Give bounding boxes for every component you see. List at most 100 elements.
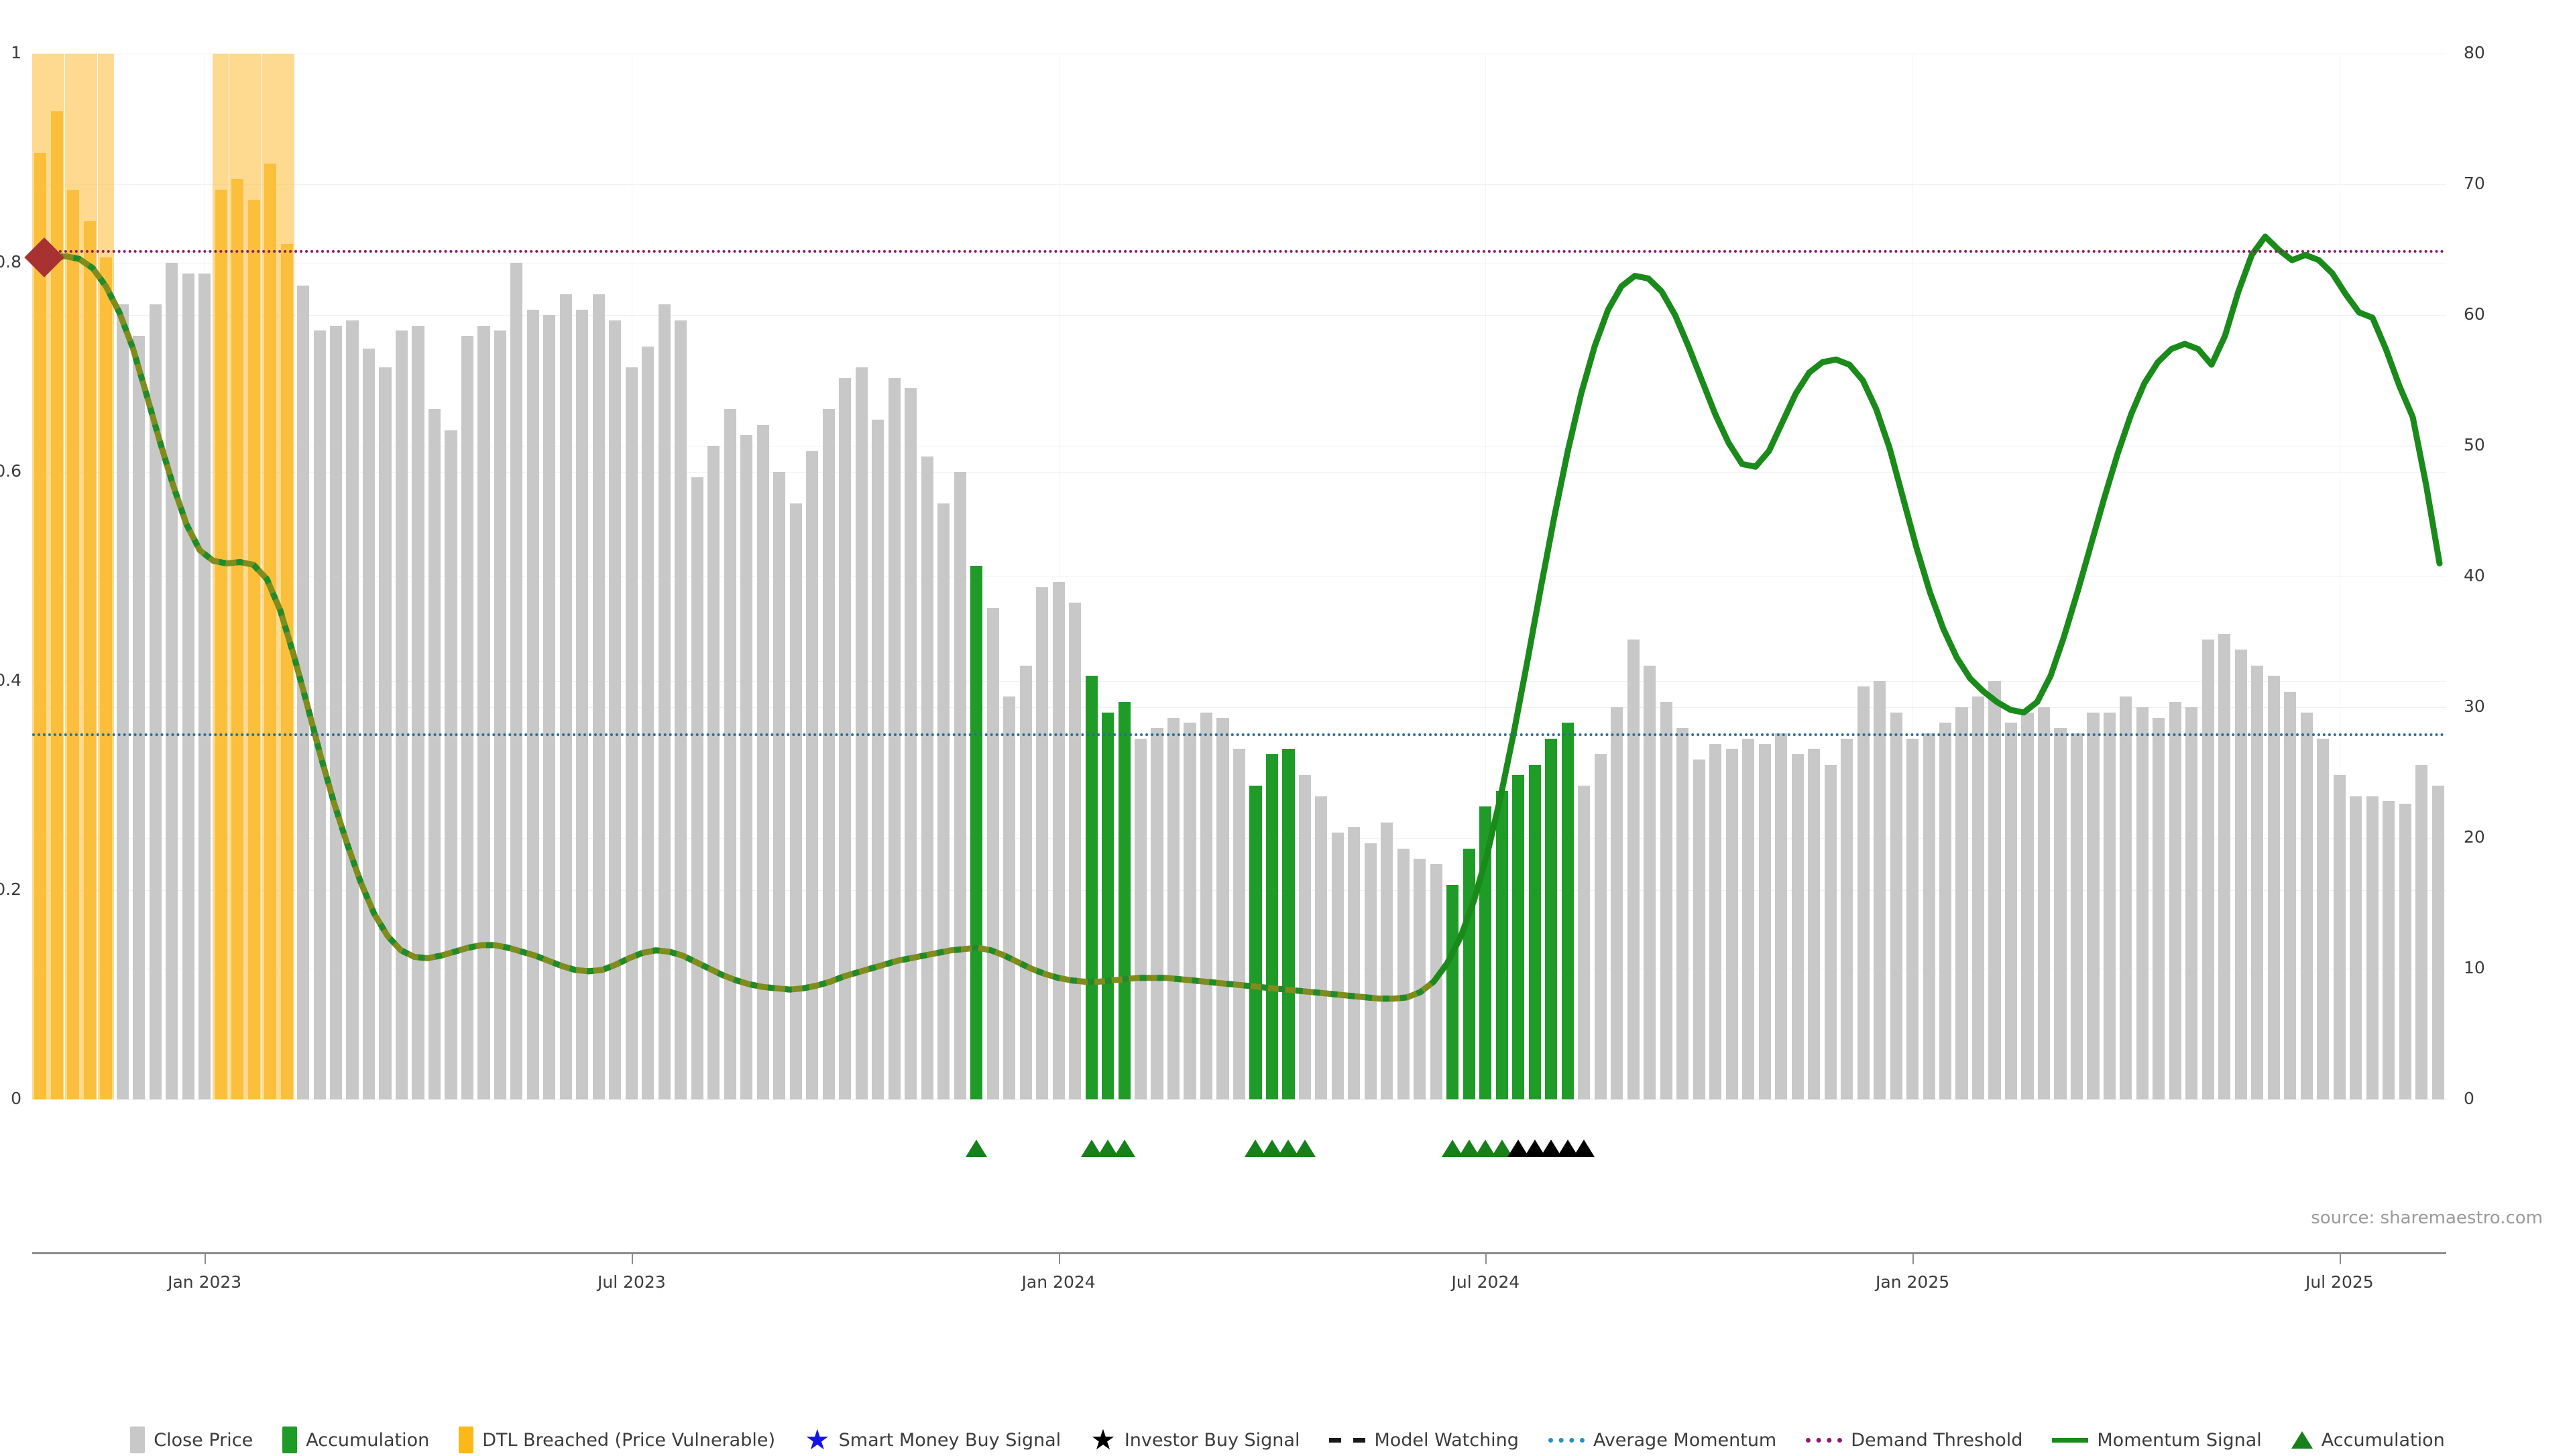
accumulation-marker [966, 1140, 988, 1157]
bar-close-price [1971, 696, 1985, 1099]
bar-close-price [2004, 723, 2018, 1099]
x-axis-tick-label: Jul 2023 [597, 1272, 666, 1292]
legend-label: Accumulation [2321, 1429, 2445, 1451]
bar-close-price [1019, 665, 1032, 1099]
right-axis-tick-label: 10 [2464, 958, 2485, 977]
bar-close-price-dtl [67, 189, 80, 1099]
bar-close-price [198, 273, 211, 1099]
bar-close-price [1216, 717, 1229, 1099]
legend-demand-threshold[interactable]: Demand Threshold [1806, 1430, 2022, 1451]
bar-close-price [642, 346, 654, 1099]
bar-close-price [1988, 681, 2001, 1099]
x-axis-tick-label: Jan 2025 [1876, 1272, 1950, 1292]
x-axis-tick [631, 1252, 633, 1264]
bar-close-price [330, 325, 343, 1099]
bar-close-price [1298, 775, 1311, 1099]
investor-buy-signal-marker [1573, 1140, 1595, 1157]
bar-close-price [2300, 712, 2313, 1099]
bar-close-price [2333, 775, 2346, 1099]
bar-close-price [133, 336, 146, 1099]
bar-close-price [1857, 686, 1870, 1099]
triangle-up-icon [2291, 1431, 2313, 1449]
bar-close-price-dtl [83, 221, 96, 1099]
bar-close-price [806, 450, 819, 1099]
legend-swatch-square [130, 1427, 146, 1453]
x-axis-tick [1912, 1252, 1914, 1264]
x-axis-tick [205, 1252, 207, 1264]
right-axis-tick-label: 60 [2464, 304, 2485, 324]
bar-close-price [182, 273, 194, 1099]
bar-close-price [412, 325, 424, 1099]
accumulation-marker [1294, 1140, 1316, 1157]
bar-close-price [2284, 691, 2297, 1099]
bar-close-price [313, 330, 326, 1099]
legend-label: Average Momentum [1593, 1429, 1777, 1451]
bar-close-price [1644, 665, 1656, 1099]
legend-accumulation-bar[interactable]: Accumulation [282, 1427, 429, 1453]
bar-close-price [1923, 733, 1935, 1099]
bar-close-price [691, 477, 703, 1099]
legend-label: Investor Buy Signal [1124, 1429, 1300, 1451]
bar-close-price [2087, 712, 2100, 1099]
bar-accumulation [1512, 775, 1525, 1099]
x-axis-tick [1058, 1252, 1060, 1264]
bar-close-price [2399, 803, 2411, 1099]
gridline-horizontal [32, 1099, 2446, 1100]
legend-accumulation-marker[interactable]: Accumulation [2291, 1430, 2445, 1451]
legend-swatch-line [2052, 1437, 2089, 1443]
plot-inner [32, 54, 2446, 1100]
left-axis-tick-label: 1 [11, 43, 21, 62]
bar-close-price [707, 446, 720, 1099]
legend-momentum-signal[interactable]: Momentum Signal [2052, 1429, 2262, 1451]
bar-close-price [1003, 696, 1016, 1099]
right-axis-tick-label: 30 [2464, 696, 2485, 716]
bar-close-price [2383, 801, 2395, 1099]
bar-close-price [1397, 848, 1410, 1099]
bar-close-price [1725, 749, 1738, 1099]
bar-close-price-dtl [215, 189, 227, 1099]
bar-close-price [526, 310, 539, 1099]
bar-close-price-dtl [100, 257, 113, 1099]
bar-close-price [773, 472, 786, 1099]
legend-label: Momentum Signal [2097, 1429, 2262, 1451]
bar-close-price [1069, 603, 1082, 1099]
x-axis-tick-label: Jul 2025 [2305, 1272, 2374, 1292]
bar-close-price [116, 304, 129, 1099]
bar-close-price [756, 424, 769, 1099]
bar-close-price [2366, 796, 2379, 1099]
chart-legend: Close Price Accumulation DTL Breached (Pri… [0, 1426, 2575, 1454]
legend-dtl-breached[interactable]: DTL Breached (Price Vulnerable) [459, 1427, 775, 1453]
legend-label: Smart Money Buy Signal [838, 1429, 1062, 1451]
legend-average-momentum[interactable]: Average Momentum [1548, 1430, 1776, 1451]
bar-close-price-dtl [231, 179, 244, 1099]
right-axis-tick-label: 40 [2464, 566, 2485, 585]
bar-close-price-dtl [50, 111, 63, 1099]
bar-close-price [1381, 822, 1393, 1099]
bar-close-price [510, 263, 523, 1099]
bar-close-price [395, 330, 408, 1099]
bar-close-price [1135, 738, 1147, 1099]
bar-close-price [1200, 712, 1213, 1099]
bar-close-price [789, 503, 802, 1099]
legend-swatch-square [459, 1427, 474, 1453]
bar-close-price [2169, 702, 2181, 1099]
bar-series [32, 54, 2446, 1099]
bar-close-price [1742, 738, 1755, 1099]
legend-close-price[interactable]: Close Price [130, 1427, 253, 1453]
bar-close-price-dtl [34, 153, 47, 1099]
legend-model-watching[interactable]: Model Watching [1329, 1430, 1519, 1451]
momentum-line [1430, 233, 2443, 985]
right-axis-tick-label: 80 [2464, 43, 2485, 62]
bar-close-price [2201, 639, 2214, 1099]
bar-close-price [1627, 639, 1640, 1099]
right-axis-tick-label: 20 [2464, 827, 2485, 847]
bar-close-price [724, 409, 736, 1099]
bar-close-price [1791, 754, 1804, 1099]
bar-close-price [905, 388, 917, 1099]
gridline-horizontal-right [32, 315, 2446, 316]
legend-label: DTL Breached (Price Vulnerable) [482, 1429, 775, 1451]
bar-accumulation [1085, 676, 1098, 1099]
legend-swatch-dashed [1329, 1437, 1366, 1443]
bar-close-price [1709, 743, 1722, 1099]
plot-area [32, 54, 2446, 1100]
